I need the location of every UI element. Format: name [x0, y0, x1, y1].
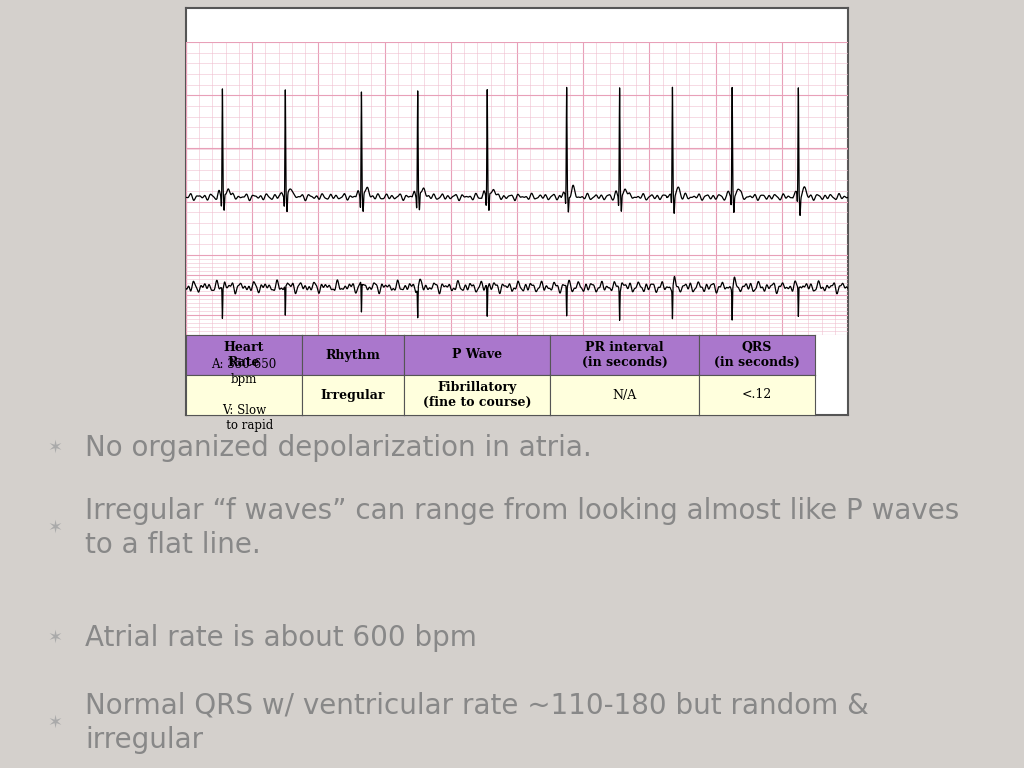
Text: N/A: N/A [612, 389, 637, 402]
Text: Irregular: Irregular [321, 389, 385, 402]
Text: Atrial Fibrillation: Atrial Fibrillation [414, 15, 620, 35]
Text: No organized depolarization in atria.: No organized depolarization in atria. [85, 434, 592, 462]
Text: Heart
Rate: Heart Rate [223, 341, 264, 369]
Text: ✶: ✶ [47, 519, 62, 537]
Text: P Wave: P Wave [453, 349, 503, 362]
Text: Atrial rate is about 600 bpm: Atrial rate is about 600 bpm [85, 624, 477, 652]
Text: QRS
(in seconds): QRS (in seconds) [714, 341, 800, 369]
Text: ✶: ✶ [47, 714, 62, 732]
Text: Rhythm: Rhythm [326, 349, 381, 362]
Text: Normal QRS w/ ventricular rate ~110-180 but random &
irregular: Normal QRS w/ ventricular rate ~110-180 … [85, 692, 868, 754]
Text: A: 350-650
bpm

V: Slow
   to rapid: A: 350-650 bpm V: Slow to rapid [211, 359, 276, 432]
Text: PR interval
(in seconds): PR interval (in seconds) [582, 341, 668, 369]
Text: <.12: <.12 [741, 389, 772, 402]
Text: ✶: ✶ [47, 629, 62, 647]
Text: Fibrillatory
(fine to course): Fibrillatory (fine to course) [423, 381, 531, 409]
Text: ✶: ✶ [47, 439, 62, 457]
Text: Irregular “f waves” can range from looking almost like P waves
to a flat line.: Irregular “f waves” can range from looki… [85, 497, 959, 559]
